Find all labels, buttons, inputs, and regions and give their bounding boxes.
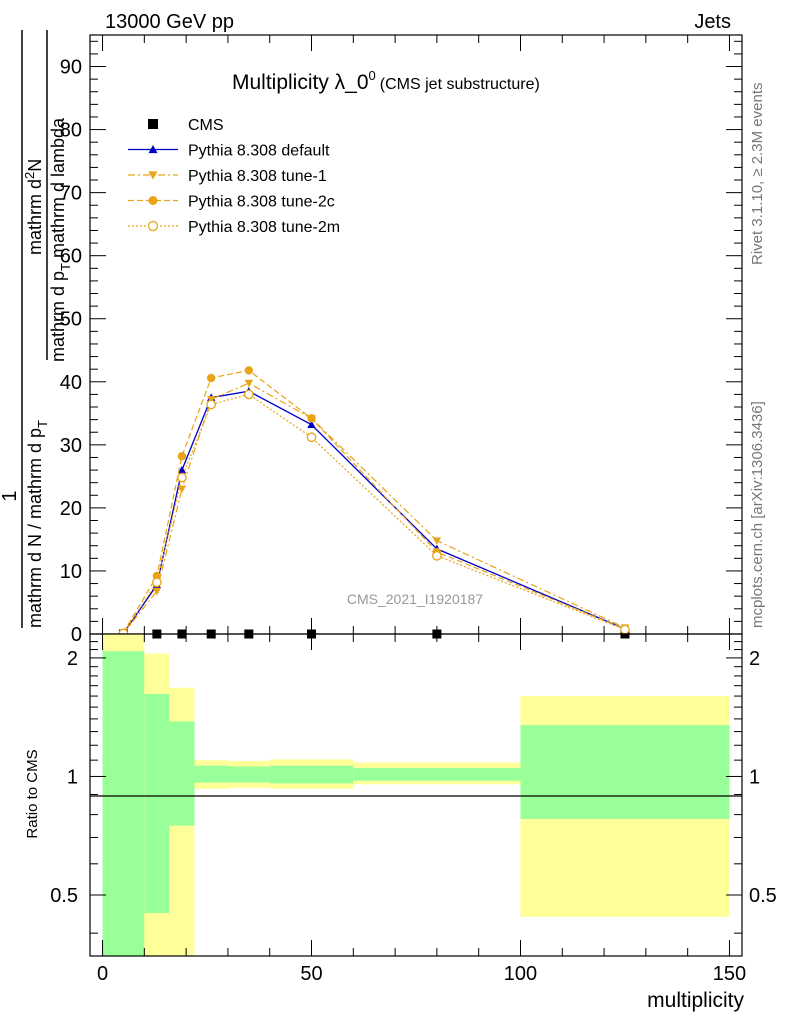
tune2c-marker — [307, 414, 316, 423]
main-y-tick-label: 10 — [60, 561, 82, 583]
series-line — [122, 390, 626, 634]
tune2m-marker — [177, 472, 187, 483]
ratio-y-tick-label-right: 1 — [749, 766, 760, 788]
tune2c-marker — [148, 196, 158, 205]
tune1-marker — [432, 537, 442, 545]
analysis-watermark: CMS_2021_I1920187 — [347, 591, 483, 607]
ylabel-fraction-numerator: 1 — [0, 490, 21, 501]
legend-label: Pythia 8.308 tune-2c — [188, 194, 335, 211]
legend-item: Pythia 8.308 default — [128, 143, 330, 160]
tune1-marker — [244, 379, 254, 388]
main-y-tick-label: 50 — [60, 309, 82, 331]
tune2m-marker — [432, 550, 442, 561]
legend-label: Pythia 8.308 tune-2m — [188, 219, 340, 236]
ratio-band-inner — [169, 721, 195, 826]
main-y-tick-label: 0 — [71, 624, 82, 646]
default-marker — [148, 145, 158, 154]
legend-label: Pythia 8.308 tune-1 — [188, 168, 327, 185]
ratio-y-tick-label-right: 2 — [749, 648, 760, 670]
ratio-band-inner — [520, 725, 730, 819]
main-y-tick-label: 90 — [60, 57, 82, 79]
x-tick-label: 0 — [97, 963, 108, 985]
tune1-marker — [177, 485, 187, 494]
ratio-band-inner — [227, 766, 270, 783]
legend-item: Pythia 8.308 tune-2c — [128, 194, 335, 211]
legend-label: Pythia 8.308 default — [188, 143, 330, 160]
series-pythia-8-308-tune-2m — [118, 389, 630, 639]
ratio-band-inner — [353, 768, 521, 781]
x-tick-label: 150 — [713, 963, 746, 985]
main-y-tick-label: 30 — [60, 435, 82, 457]
tune2m-marker — [206, 399, 217, 410]
tune2m-marker — [306, 432, 317, 443]
legend-item: Pythia 8.308 tune-2m — [128, 219, 340, 236]
legend-item: Pythia 8.308 tune-1 — [128, 168, 327, 185]
tune2c-marker — [177, 451, 187, 461]
main-title: Multiplicity λ_00(CMS jet substructure) — [232, 68, 540, 94]
ylabel-fraction-denominator: mathrm d N / mathrm d pT — [25, 420, 50, 628]
ratio-y-tick-label: 1 — [67, 766, 78, 788]
tune2c-marker — [207, 373, 216, 383]
default-marker — [307, 420, 316, 429]
x-axis-label: multiplicity — [647, 989, 744, 1012]
x-tick-label: 50 — [300, 963, 322, 985]
main-y-tick-label: 70 — [60, 183, 82, 205]
series-line — [122, 369, 626, 634]
legend-label: CMS — [188, 117, 224, 134]
ylabel-derivative-denominator: mathrm d pT mathrm d lambda — [48, 117, 73, 362]
default-marker — [177, 465, 187, 474]
legend-item: CMS — [148, 117, 224, 134]
ratio-band-inner — [144, 693, 170, 914]
ratio-y-tick-label: 0.5 — [50, 885, 78, 907]
x-tick-label: 100 — [504, 963, 537, 985]
tune2m-marker — [152, 577, 162, 588]
ratio-y-tick-label: 2 — [67, 648, 78, 670]
tune1-marker — [148, 171, 158, 180]
ratio-band-inner — [269, 765, 354, 784]
tune2m-marker — [620, 624, 630, 635]
tune2c-marker — [244, 366, 254, 375]
energy-label: 13000 GeV pp — [105, 11, 234, 33]
cms-marker — [148, 119, 158, 129]
ratio-plot-frame — [89, 633, 743, 957]
ylabel-derivative-numerator: mathrm d2N — [22, 159, 45, 255]
main-y-tick-label: 80 — [60, 120, 82, 142]
rivet-label: Rivet 3.1.10, ≥ 2.3M events — [749, 83, 766, 266]
ratio-band-inner — [194, 765, 228, 783]
tune2m-marker — [243, 389, 254, 400]
tune2m-marker — [147, 220, 159, 232]
mcplots-label: mcplots.cern.ch [arXiv:1306.3436] — [749, 401, 766, 628]
ratio-y-tick-label-right: 0.5 — [749, 885, 777, 907]
main-y-tick-label: 20 — [60, 498, 82, 520]
main-y-tick-label: 40 — [60, 372, 82, 394]
ratio-band-inner — [102, 651, 145, 956]
main-y-tick-label: 60 — [60, 246, 82, 268]
series-line — [122, 382, 626, 634]
ratio-axis-ticks: 0.5 0.5 1 1 2 2 0 50 100 150 — [50, 634, 777, 985]
tune1-marker — [152, 587, 162, 596]
category-label: Jets — [694, 11, 731, 33]
main-axis-ticks: 0 10 20 30 40 50 60 70 80 90 — [60, 35, 742, 646]
legend: CMS Pythia 8.308 default Pythia 8.308 tune… — [128, 117, 340, 236]
ratio-bands — [102, 634, 730, 956]
ratio-y-axis-label: Ratio to CMS — [24, 749, 41, 838]
main-y-axis-label: 1 mathrm d N / mathrm d pT mathrm d2N ma… — [0, 30, 73, 628]
